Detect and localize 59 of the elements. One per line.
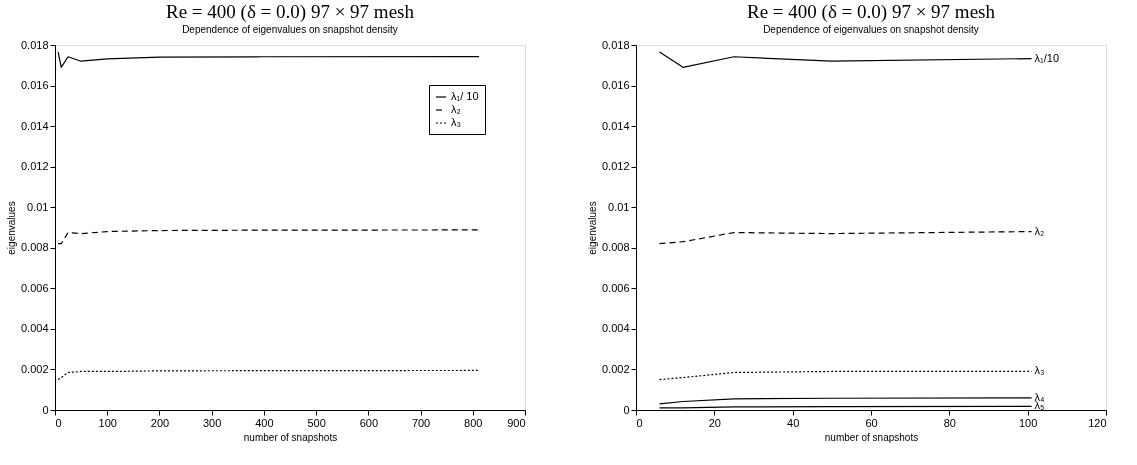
x-tick-label: 400 [255,416,274,429]
x-tick-label: 700 [411,416,431,429]
chart-title: Re = 400 (δ = 0.0) 97 × 97 mesh [166,1,415,23]
x-tick-label: 20 [708,416,721,429]
y-tick-label: 0.018 [601,38,630,51]
x-tick-label: 500 [307,416,326,429]
y-axis-title: eigenvalues [5,201,17,255]
line-series [658,230,1033,245]
x-tick-label: 100 [1018,416,1038,429]
line-series [57,369,480,381]
series-label: λ₃ [1034,364,1045,377]
x-tick-label: 100 [98,416,117,429]
y-tick-label: 0.004 [20,322,49,335]
x-tick-label: 40 [787,416,800,429]
y-tick-label: 0.006 [20,281,49,294]
y-tick-label: 0 [42,403,49,416]
y-tick-label: 0.008 [601,241,630,254]
y-tick-label: 0.01 [608,200,630,213]
chart-title: Re = 400 (δ = 0.0) 97 × 97 mesh [747,1,996,23]
x-tick-label: 800 [464,416,483,429]
series-label: λ₄ [1034,390,1046,403]
line-series [658,370,1033,381]
x-tick-label: 60 [865,416,878,429]
x-tick-label: 120 [1088,416,1107,429]
x-tick-label: 600 [359,416,379,429]
y-tick-label: 0.002 [20,362,49,375]
y-tick-label: 0.012 [20,160,49,173]
y-tick-label: 0.014 [20,119,49,132]
y-tick-label: 0.004 [601,322,630,335]
x-tick-label: 900 [507,416,526,429]
x-tick-label: 80 [943,416,956,429]
y-tick-label: 0.01 [27,200,49,213]
chart-subtitle: Dependence of eigenvalues on snapshot density [763,24,979,35]
series-label: λ₁/10 [1034,51,1060,64]
chart-subtitle: Dependence of eigenvalues on snapshot density [182,24,398,35]
y-tick-label: 0.016 [601,79,630,92]
x-tick-label: 0 [636,416,643,429]
x-tick-label: 0 [55,416,62,429]
x-tick-label: 200 [150,416,170,429]
line-series [658,51,1033,68]
line-series [658,397,1033,405]
series-label: λ₂ [1034,224,1045,237]
y-tick-label: 0.014 [601,119,630,132]
x-axis-title: number of snapshots [824,431,919,443]
y-tick-label: 0.006 [601,281,630,294]
y-axis-title: eigenvalues [586,201,598,255]
y-tick-label: 0.016 [20,79,49,92]
y-tick-label: 0.002 [601,362,630,375]
x-axis-title: number of snapshots [243,431,338,443]
y-tick-label: 0.018 [20,38,49,51]
legend-label: λ₁/ 10 [451,90,479,102]
line-series [57,51,480,68]
line-series [57,229,480,245]
legend-label: λ₃ [451,116,461,128]
y-tick-label: 0 [623,403,630,416]
legend-label: λ₂ [451,103,461,115]
y-tick-label: 0.012 [601,160,630,173]
y-tick-label: 0.008 [20,241,49,254]
x-tick-label: 300 [202,416,222,429]
